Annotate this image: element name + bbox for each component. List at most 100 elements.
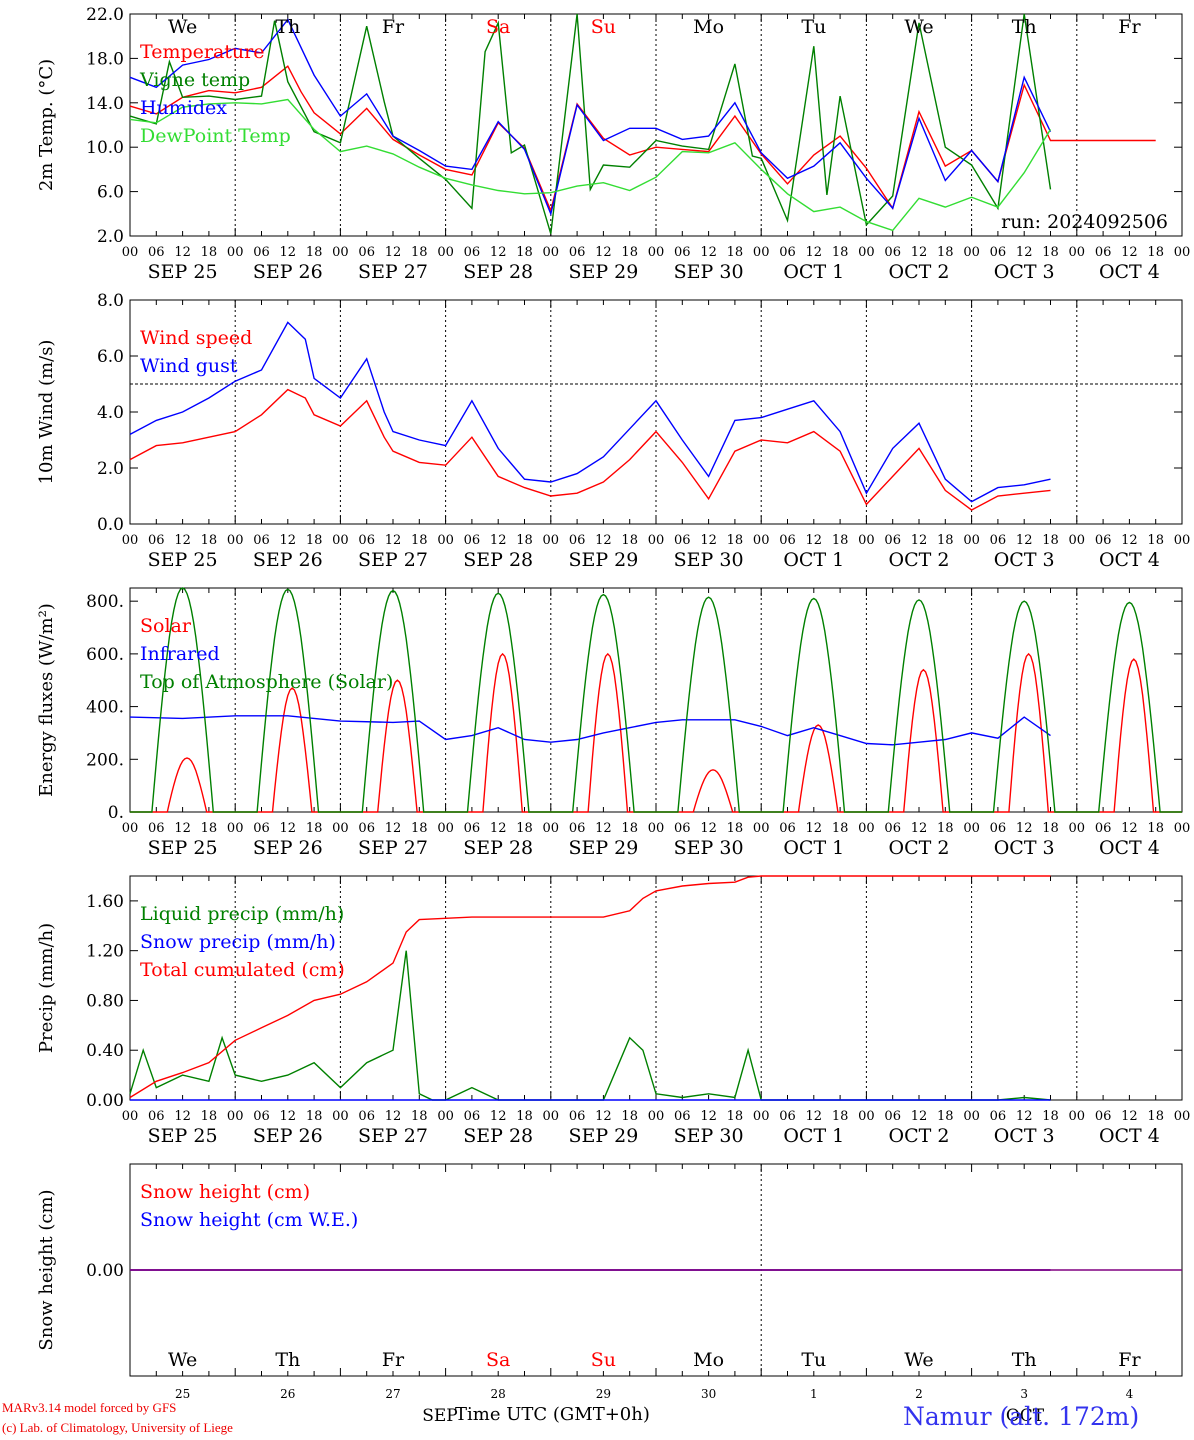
x-tick-label: 06 bbox=[148, 533, 165, 548]
x-tick-label: 00 bbox=[753, 1109, 770, 1124]
x-tick-label: 18 bbox=[832, 245, 849, 260]
weekday-label: Th bbox=[1012, 1349, 1037, 1371]
x-tick-label: 12 bbox=[595, 533, 612, 548]
y-tick-label: 1.20 bbox=[86, 942, 124, 962]
x-tick-label: 00 bbox=[963, 245, 980, 260]
x-date-label: SEP 28 bbox=[463, 1125, 533, 1147]
x-tick-label: 12 bbox=[1121, 245, 1138, 260]
x-tick-label: 12 bbox=[911, 821, 928, 836]
weekday-label: Fr bbox=[382, 16, 405, 38]
x-tick-label: 00 bbox=[332, 821, 349, 836]
legend-entry: Total cumulated (cm) bbox=[140, 959, 345, 981]
x-tick-label: 18 bbox=[201, 821, 218, 836]
legend-entry: Infrared bbox=[140, 643, 220, 665]
weekday-label: Th bbox=[275, 16, 300, 38]
y-tick-label: 8.0 bbox=[97, 291, 124, 311]
series-line bbox=[129, 321, 1051, 503]
y-tick-label: 18.0 bbox=[86, 49, 124, 69]
x-date-label: SEP 27 bbox=[358, 837, 428, 859]
x-tick-label: 12 bbox=[911, 245, 928, 260]
station-name: Namur (alt. 172m) bbox=[903, 1402, 1140, 1431]
panel-2 bbox=[129, 299, 1183, 525]
y-axis-label: Energy fluxes (W/m²) bbox=[36, 603, 57, 797]
x-tick-label: 06 bbox=[464, 533, 481, 548]
x-tick-label: 12 bbox=[385, 1109, 402, 1124]
x-date-label: SEP 28 bbox=[463, 837, 533, 859]
series-line bbox=[129, 18, 1052, 217]
x-date-label: SEP 26 bbox=[253, 837, 323, 859]
series-line bbox=[129, 98, 1052, 232]
y-tick-label: 14.0 bbox=[86, 94, 124, 114]
x-tick-label: 12 bbox=[490, 1109, 507, 1124]
x-tick-label: 12 bbox=[490, 821, 507, 836]
x-tick-label: 06 bbox=[358, 533, 375, 548]
x-tick-label: 18 bbox=[1147, 245, 1164, 260]
x-tick-label: 18 bbox=[937, 245, 954, 260]
y-tick-label: 0.80 bbox=[86, 991, 124, 1011]
x-tick-label: 06 bbox=[990, 245, 1007, 260]
x-tick-label: 06 bbox=[779, 245, 796, 260]
x-date-label: OCT 2 bbox=[889, 1125, 950, 1147]
x-tick-label: 18 bbox=[516, 821, 533, 836]
y-tick-label: 2.0 bbox=[97, 459, 124, 479]
x-tick-label: 12 bbox=[700, 245, 717, 260]
x-tick-label: 18 bbox=[1042, 245, 1059, 260]
x-tick-label: 06 bbox=[990, 821, 1007, 836]
x-date-label: OCT 1 bbox=[783, 1125, 844, 1147]
y-tick-label: 0.00 bbox=[86, 1091, 124, 1111]
x-tick-label: 00 bbox=[963, 821, 980, 836]
x-tick-label: 18 bbox=[832, 533, 849, 548]
x-date-label: SEP 29 bbox=[568, 1125, 638, 1147]
legend-entry: Snow height (cm) bbox=[140, 1181, 310, 1203]
x-tick-label: 12 bbox=[1016, 1109, 1033, 1124]
y-tick-label: 0.00 bbox=[86, 1261, 124, 1281]
legend-entry: Wind speed bbox=[140, 327, 252, 349]
x-tick-label: 06 bbox=[358, 245, 375, 260]
legend-entry: DewPoint Temp bbox=[140, 125, 291, 147]
legend-entry: Snow height (cm W.E.) bbox=[140, 1209, 358, 1231]
legend-entry: Solar bbox=[140, 615, 192, 637]
x-tick-label: 18 bbox=[937, 1109, 954, 1124]
x-tick-label: 12 bbox=[385, 821, 402, 836]
x-tick-label: 18 bbox=[727, 245, 744, 260]
x-tick-label: 18 bbox=[1042, 821, 1059, 836]
x-date-label: OCT 4 bbox=[1099, 1125, 1160, 1147]
x-tick-label: 00 bbox=[858, 245, 875, 260]
x-tick-label: 00 bbox=[1174, 533, 1191, 548]
x-date-label: OCT 1 bbox=[783, 261, 844, 283]
x-tick-label: 06 bbox=[569, 245, 586, 260]
y-tick-label: 6.0 bbox=[97, 347, 124, 367]
y-axis-label: 2m Temp. (°C) bbox=[36, 59, 57, 191]
x-tick-label: 18 bbox=[1147, 1109, 1164, 1124]
x-date-label: OCT 1 bbox=[783, 837, 844, 859]
x-date-label: OCT 3 bbox=[994, 1125, 1055, 1147]
x-tick-label: 18 bbox=[1147, 533, 1164, 548]
x-tick-label: 06 bbox=[884, 533, 901, 548]
x-tick-label: 12 bbox=[174, 1109, 191, 1124]
x-tick-label: 00 bbox=[753, 245, 770, 260]
x-tick-label: 18 bbox=[621, 821, 638, 836]
x-tick-label: 06 bbox=[884, 1109, 901, 1124]
x-tick-label: 00 bbox=[858, 821, 875, 836]
x-tick-label: 00 bbox=[332, 1109, 349, 1124]
x-date-label: OCT 4 bbox=[1099, 261, 1160, 283]
x-tick-label: 06 bbox=[253, 821, 270, 836]
x-tick-label: 06 bbox=[358, 821, 375, 836]
y-tick-label: 6.0 bbox=[97, 183, 124, 203]
x-tick-label: 12 bbox=[595, 245, 612, 260]
panel-4 bbox=[129, 875, 1183, 1101]
x-tick-label: 12 bbox=[1121, 1109, 1138, 1124]
x-tick-label: 18 bbox=[727, 533, 744, 548]
x-tick-label: 12 bbox=[1121, 533, 1138, 548]
y-tick-label: 600. bbox=[86, 645, 124, 665]
weekday-label: Sa bbox=[486, 16, 510, 38]
day-number: 3 bbox=[1020, 1387, 1028, 1401]
x-tick-label: 12 bbox=[1016, 821, 1033, 836]
x-tick-label: 06 bbox=[1095, 1109, 1112, 1124]
y-tick-label: 4.0 bbox=[97, 403, 124, 423]
weekday-label: Fr bbox=[1118, 16, 1141, 38]
x-tick-label: 00 bbox=[753, 533, 770, 548]
x-date-label: SEP 26 bbox=[253, 261, 323, 283]
x-tick-label: 12 bbox=[280, 821, 297, 836]
